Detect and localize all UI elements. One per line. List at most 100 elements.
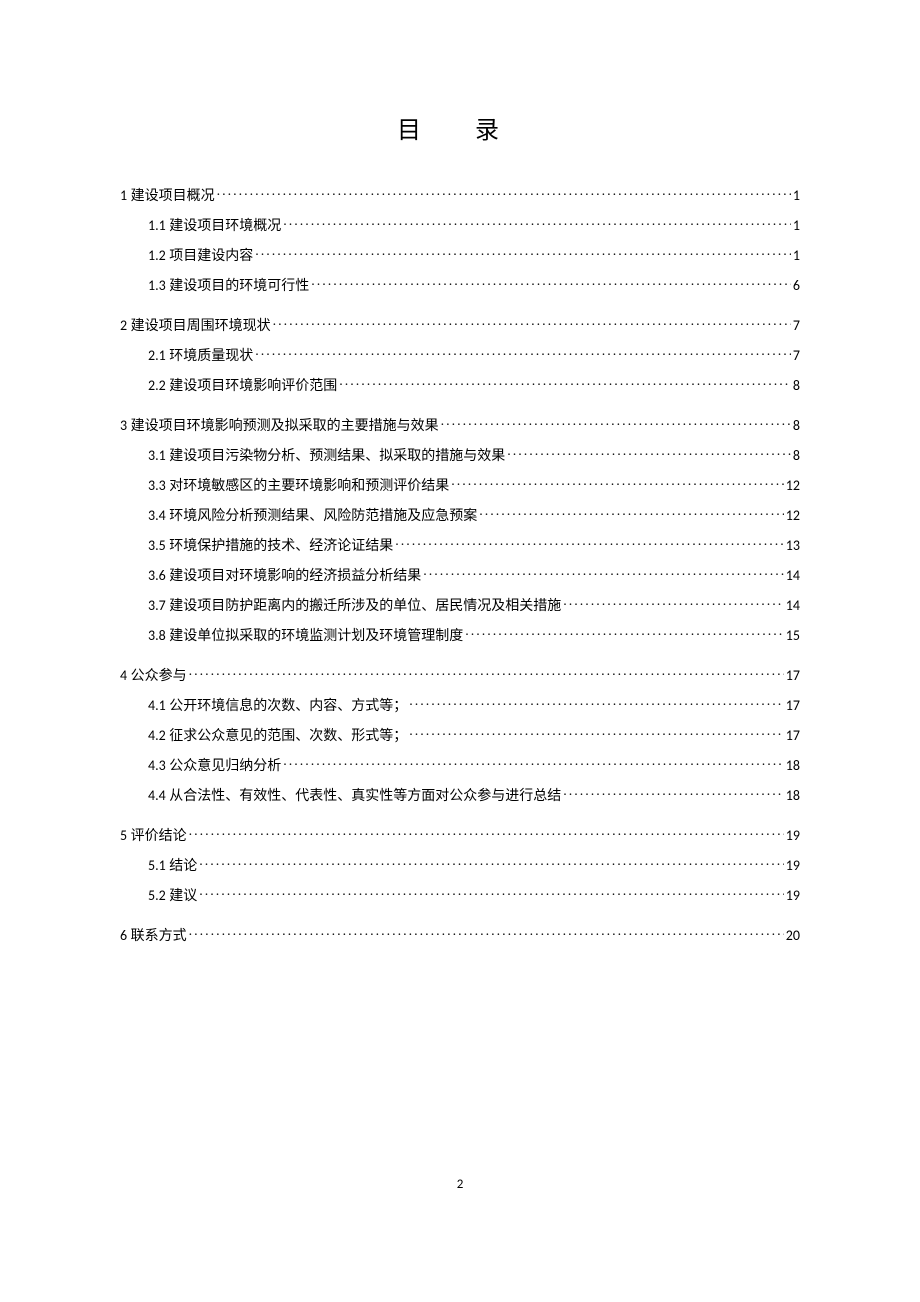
- toc-entry-text: 建议: [166, 889, 198, 904]
- toc-entry-label: 3.7 建设项目防护距离内的搬迁所涉及的单位、居民情况及相关措施: [148, 595, 561, 615]
- toc-entry: 3.1 建设项目污染物分析、预测结果、拟采取的措施与效果 8: [120, 445, 800, 465]
- toc-entry-label: 1.1 建设项目环境概况: [148, 215, 281, 235]
- toc-entry: 4.2 征求公众意见的范围、次数、形式等； 17: [120, 725, 800, 745]
- toc-dots: [199, 856, 784, 870]
- toc-entry-text: 建设项目的环境可行性: [166, 279, 310, 294]
- toc-dots: [273, 316, 791, 330]
- toc-entry-label: 1.3 建设项目的环境可行性: [148, 275, 309, 295]
- toc-dots: [189, 666, 784, 680]
- toc-entry: 3.6 建设项目对环境影响的经济损益分析结果 14: [120, 565, 800, 585]
- toc-entry-number: 3.3: [148, 477, 166, 494]
- toc-entry-label: 3.1 建设项目污染物分析、预测结果、拟采取的措施与效果: [148, 445, 505, 465]
- table-of-contents: 1 建设项目概况 11.1 建设项目环境概况 11.2 项目建设内容 11.3 …: [120, 185, 800, 945]
- toc-dots: [217, 186, 791, 200]
- toc-entry: 3.7 建设项目防护距离内的搬迁所涉及的单位、居民情况及相关措施 14: [120, 595, 800, 615]
- toc-entry-number: 2.1: [148, 347, 166, 364]
- toc-title: 目 录: [120, 110, 800, 145]
- toc-entry-label: 4 公众参与: [120, 665, 187, 685]
- toc-dots: [189, 926, 784, 940]
- toc-entry: 3.3 对环境敏感区的主要环境影响和预测评价结果 12: [120, 475, 800, 495]
- toc-entry: 4.4 从合法性、有效性、代表性、真实性等方面对公众参与进行总结 18: [120, 785, 800, 805]
- page-number: 2: [0, 1177, 920, 1192]
- toc-entry-text: 建设项目防护距离内的搬迁所涉及的单位、居民情况及相关措施: [166, 599, 562, 614]
- toc-entry-text: 公众意见归纳分析: [166, 759, 282, 774]
- toc-dots: [441, 416, 791, 430]
- toc-entry-page: 20: [786, 927, 800, 944]
- toc-entry-page: 1: [793, 187, 800, 204]
- toc-entry-text: 建设项目周围环境现状: [127, 319, 271, 334]
- toc-entry: 1 建设项目概况 1: [120, 185, 800, 205]
- toc-entry-label: 2.2 建设项目环境影响评价范围: [148, 375, 337, 395]
- toc-dots: [479, 506, 784, 520]
- toc-entry: 3 建设项目环境影响预测及拟采取的主要措施与效果 8: [120, 415, 800, 435]
- toc-entry: 4.3 公众意见归纳分析 18: [120, 755, 800, 775]
- toc-entry-page: 7: [793, 347, 800, 364]
- toc-entry: 3.8 建设单位拟采取的环境监测计划及环境管理制度 15: [120, 625, 800, 645]
- toc-entry-text: 建设项目环境影响预测及拟采取的主要措施与效果: [127, 419, 439, 434]
- toc-dots: [563, 596, 784, 610]
- toc-entry-number: 1.3: [148, 277, 166, 294]
- toc-entry-number: 1.2: [148, 247, 166, 264]
- toc-entry-page: 8: [793, 447, 800, 464]
- toc-entry-text: 环境保护措施的技术、经济论证结果: [166, 539, 394, 554]
- toc-entry-label: 5 评价结论: [120, 825, 187, 845]
- toc-entry-text: 环境质量现状: [166, 349, 254, 364]
- toc-dots: [283, 756, 784, 770]
- toc-entry-page: 12: [786, 477, 800, 494]
- toc-entry-number: 3.8: [148, 627, 166, 644]
- toc-entry-text: 建设单位拟采取的环境监测计划及环境管理制度: [166, 629, 464, 644]
- toc-entry-page: 17: [786, 667, 800, 684]
- toc-entry-text: 结论: [166, 859, 198, 874]
- toc-entry: 1.2 项目建设内容 1: [120, 245, 800, 265]
- toc-entry-page: 18: [786, 757, 800, 774]
- toc-entry-label: 1.2 项目建设内容: [148, 245, 253, 265]
- toc-entry-text: 建设项目概况: [127, 189, 215, 204]
- toc-dots: [563, 786, 784, 800]
- toc-dots: [423, 566, 784, 580]
- toc-entry-label: 4.3 公众意见归纳分析: [148, 755, 281, 775]
- toc-entry: 5.2 建议 19: [120, 885, 800, 905]
- toc-entry-number: 4.1: [148, 697, 166, 714]
- toc-entry-page: 8: [793, 377, 800, 394]
- toc-entry-page: 14: [786, 567, 800, 584]
- toc-entry-page: 13: [786, 537, 800, 554]
- toc-entry-text: 从合法性、有效性、代表性、真实性等方面对公众参与进行总结: [166, 789, 562, 804]
- toc-entry: 4.1 公开环境信息的次数、内容、方式等； 17: [120, 695, 800, 715]
- toc-entry-label: 3 建设项目环境影响预测及拟采取的主要措施与效果: [120, 415, 439, 435]
- toc-entry-number: 3.5: [148, 537, 166, 554]
- toc-entry: 2.1 环境质量现状 7: [120, 345, 800, 365]
- toc-entry-page: 19: [786, 857, 800, 874]
- toc-entry-page: 15: [786, 627, 800, 644]
- toc-entry-page: 14: [786, 597, 800, 614]
- toc-entry-number: 4.3: [148, 757, 166, 774]
- toc-entry: 2.2 建设项目环境影响评价范围 8: [120, 375, 800, 395]
- toc-entry-label: 3.8 建设单位拟采取的环境监测计划及环境管理制度: [148, 625, 463, 645]
- toc-entry-label: 5.2 建议: [148, 885, 197, 905]
- toc-entry-page: 8: [793, 417, 800, 434]
- toc-entry-text: 评价结论: [127, 829, 187, 844]
- toc-entry: 4 公众参与 17: [120, 665, 800, 685]
- toc-entry: 1.1 建设项目环境概况 1: [120, 215, 800, 235]
- toc-dots: [283, 216, 791, 230]
- toc-entry-label: 6 联系方式: [120, 925, 187, 945]
- toc-entry-page: 1: [793, 247, 800, 264]
- toc-entry-text: 项目建设内容: [166, 249, 254, 264]
- toc-dots: [465, 626, 784, 640]
- toc-entry-label: 5.1 结论: [148, 855, 197, 875]
- toc-entry-number: 3.4: [148, 507, 166, 524]
- toc-entry-page: 18: [786, 787, 800, 804]
- toc-entry-label: 4.4 从合法性、有效性、代表性、真实性等方面对公众参与进行总结: [148, 785, 561, 805]
- toc-entry-label: 3.4 环境风险分析预测结果、风险防范措施及应急预案: [148, 505, 477, 525]
- toc-entry: 1.3 建设项目的环境可行性 6: [120, 275, 800, 295]
- toc-entry: 6 联系方式 20: [120, 925, 800, 945]
- toc-dots: [339, 376, 791, 390]
- toc-entry-text: 对环境敏感区的主要环境影响和预测评价结果: [166, 479, 450, 494]
- toc-entry: 3.5 环境保护措施的技术、经济论证结果 13: [120, 535, 800, 555]
- toc-entry-text: 公众参与: [127, 669, 187, 684]
- toc-entry-text: 建设项目环境影响评价范围: [166, 379, 338, 394]
- toc-dots: [395, 536, 784, 550]
- toc-entry-page: 7: [793, 317, 800, 334]
- toc-entry-number: 5.1: [148, 857, 166, 874]
- toc-entry-page: 17: [786, 727, 800, 744]
- toc-dots: [451, 476, 784, 490]
